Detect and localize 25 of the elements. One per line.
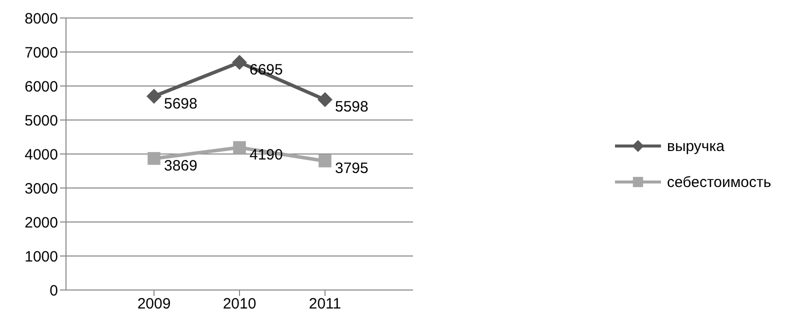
y-tick-label: 1000 <box>24 248 58 266</box>
y-tick-label: 2000 <box>24 214 58 232</box>
y-tick-label: 8000 <box>24 10 58 28</box>
x-tick-label: 2010 <box>222 296 256 313</box>
point <box>318 92 332 108</box>
y-tick-label: 6000 <box>24 78 58 96</box>
y-tick-label: 0 <box>50 282 58 300</box>
point <box>233 141 246 154</box>
y-tick-label: 3000 <box>24 180 58 198</box>
data-label: 3869 <box>164 157 198 174</box>
point <box>318 154 332 168</box>
data-label: 4190 <box>250 146 283 164</box>
y-tick-label: 7000 <box>24 44 58 62</box>
data-label: 5598 <box>335 98 368 116</box>
x-tick-label: 2011 <box>308 296 342 313</box>
legend-label: выручка <box>667 138 724 154</box>
y-tick-label: 4000 <box>24 146 58 164</box>
legend-label: себестоимость <box>667 174 772 190</box>
point <box>232 54 247 70</box>
point <box>148 152 160 165</box>
y-tick-label: 5000 <box>24 112 58 130</box>
x-tick-label: 2009 <box>137 296 171 313</box>
data-label: 3795 <box>335 160 368 177</box>
point <box>146 88 162 104</box>
data-label: 5698 <box>164 95 198 112</box>
